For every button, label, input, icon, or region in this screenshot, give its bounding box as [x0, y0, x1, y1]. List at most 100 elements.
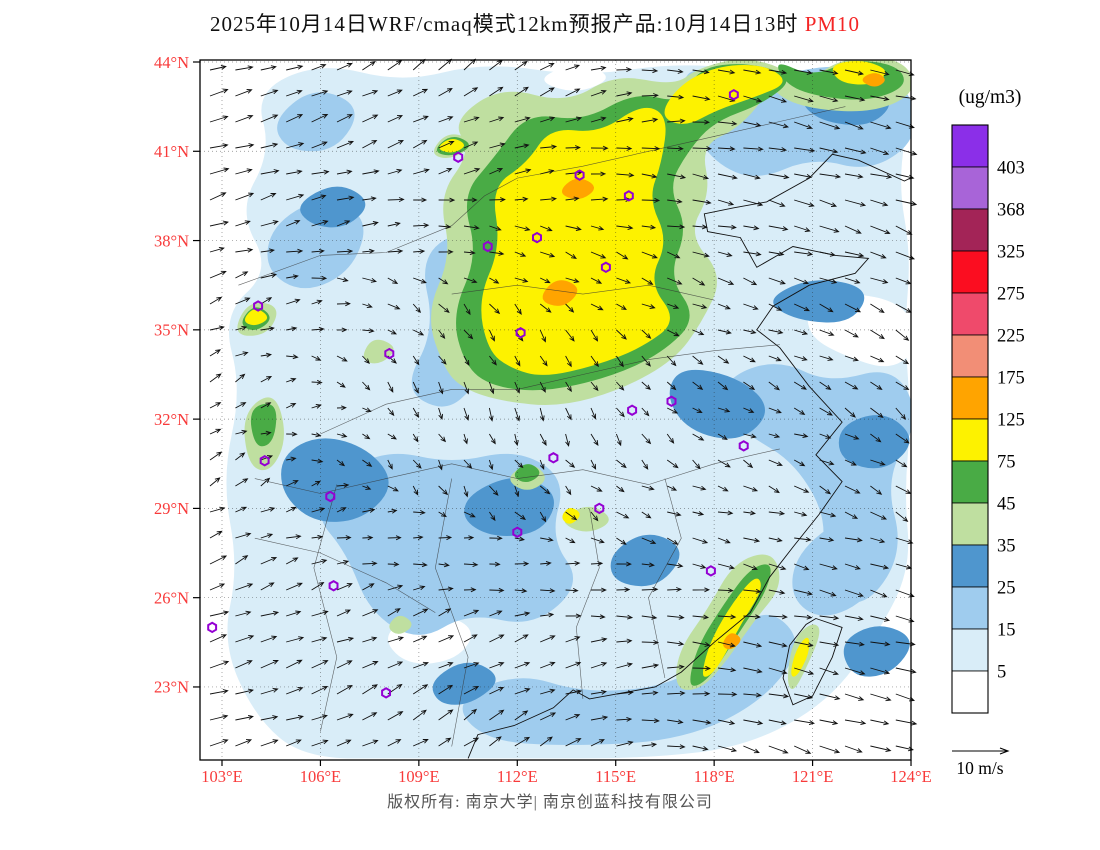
wind-arrow: [514, 407, 520, 422]
wind-arrow: [667, 68, 684, 74]
wind-arrow: [794, 667, 815, 675]
wind-arrow: [819, 511, 837, 518]
wind-arrow: [387, 140, 404, 149]
wind-arrow: [539, 433, 547, 446]
wind-arrow: [819, 407, 833, 416]
wind-arrow: [870, 303, 885, 313]
wind-arrow: [362, 169, 380, 175]
wind-arrow: [870, 641, 891, 647]
wind-arrow: [641, 68, 659, 74]
wind-arrow: [209, 506, 226, 513]
wind-arrow: [336, 739, 352, 747]
wind-arrow: [387, 329, 398, 335]
x-axis-label: 103°E: [201, 767, 242, 786]
wind-arrow: [209, 220, 229, 227]
wind-arrow: [311, 220, 329, 227]
wind-arrow: [895, 537, 914, 545]
wind-arrow: [641, 197, 661, 203]
wind-arrow: [235, 220, 251, 227]
wind-arrow: [463, 329, 474, 340]
wind-arrow: [438, 407, 444, 420]
wind-arrow: [667, 614, 685, 620]
wind-arrow: [819, 537, 835, 543]
wind-arrow: [844, 719, 867, 726]
wind-arrow: [870, 329, 885, 340]
province-border: [320, 389, 518, 435]
wind-arrow: [260, 193, 277, 201]
wind-arrow: [514, 277, 529, 283]
wind-arrow: [844, 381, 859, 390]
wind-arrow: [591, 587, 607, 593]
wind-arrow: [463, 634, 478, 643]
wind-arrow: [641, 407, 650, 417]
wind-arrow: [336, 114, 353, 123]
wind-arrow: [412, 407, 420, 419]
wind-arrow: [362, 609, 379, 617]
legend-block: [951, 502, 989, 546]
wind-arrow: [387, 221, 401, 227]
wind-arrow: [260, 430, 272, 436]
wind-arrow: [413, 222, 430, 228]
wind-arrow: [362, 328, 375, 334]
legend-value: 125: [997, 410, 1025, 430]
wind-arrow: [844, 329, 859, 338]
legend-value: 5: [997, 662, 1006, 682]
wind-arrow: [540, 169, 555, 175]
wind-arrow: [870, 667, 891, 675]
wind-arrow: [819, 719, 839, 726]
wind-arrow: [616, 67, 633, 73]
wind-arrow: [666, 433, 675, 444]
wind-arrow: [641, 511, 652, 519]
wind-arrow: [590, 662, 608, 669]
wind-arrow: [641, 277, 654, 285]
wind-arrow: [463, 485, 469, 498]
wind-arrow: [488, 407, 494, 422]
wind-arrow: [844, 173, 864, 179]
wind-arrow: [311, 739, 329, 747]
wind-arrow: [565, 588, 579, 593]
wind-arrow: [387, 115, 403, 123]
wind-arrow: [641, 562, 655, 568]
wind-arrow: [844, 121, 864, 130]
wind-arrow: [311, 114, 329, 123]
wind-arrow: [311, 63, 327, 71]
wind-arrow: [717, 510, 734, 516]
wind-arrow: [641, 663, 660, 669]
wind-arrow: [692, 173, 710, 180]
y-axis-label: 32°N: [154, 410, 189, 429]
wind-arrow: [819, 121, 841, 130]
wind-arrow: [387, 459, 393, 470]
wind-arrow: [768, 589, 786, 595]
wind-arrow: [488, 459, 494, 471]
wind-arrow: [743, 407, 755, 413]
wind-arrow: [539, 381, 546, 393]
wind-arrow: [844, 745, 863, 753]
wind-arrow: [362, 89, 379, 97]
wind-arrow: [768, 251, 785, 257]
wind-arrow: [616, 511, 630, 519]
wind-arrow: [311, 355, 322, 361]
wind-arrow: [463, 737, 480, 747]
wind-arrow: [540, 712, 557, 721]
wind-arrow: [235, 297, 251, 305]
wind-arrow: [387, 197, 405, 203]
y-axis-label: 23°N: [154, 678, 189, 697]
wind-arrow: [438, 535, 453, 541]
wind-arrow: [692, 665, 711, 671]
city-marker: [594, 502, 605, 515]
wind-arrow: [768, 614, 788, 620]
wind-arrow: [311, 660, 329, 669]
wind-arrow: [539, 407, 545, 422]
wind-arrow: [260, 402, 272, 409]
wind-arrow: [463, 277, 478, 284]
wind-arrow: [489, 225, 502, 231]
wind-arrow: [463, 87, 479, 97]
wind-arrow: [387, 89, 403, 97]
city-marker: [666, 395, 677, 408]
legend-block: [951, 376, 989, 420]
wind-arrow: [387, 561, 400, 567]
x-axis-label: 121°E: [792, 767, 833, 786]
wind-arrow: [336, 583, 353, 591]
wind-arrow: [413, 277, 427, 284]
wind-arrow: [565, 277, 580, 283]
